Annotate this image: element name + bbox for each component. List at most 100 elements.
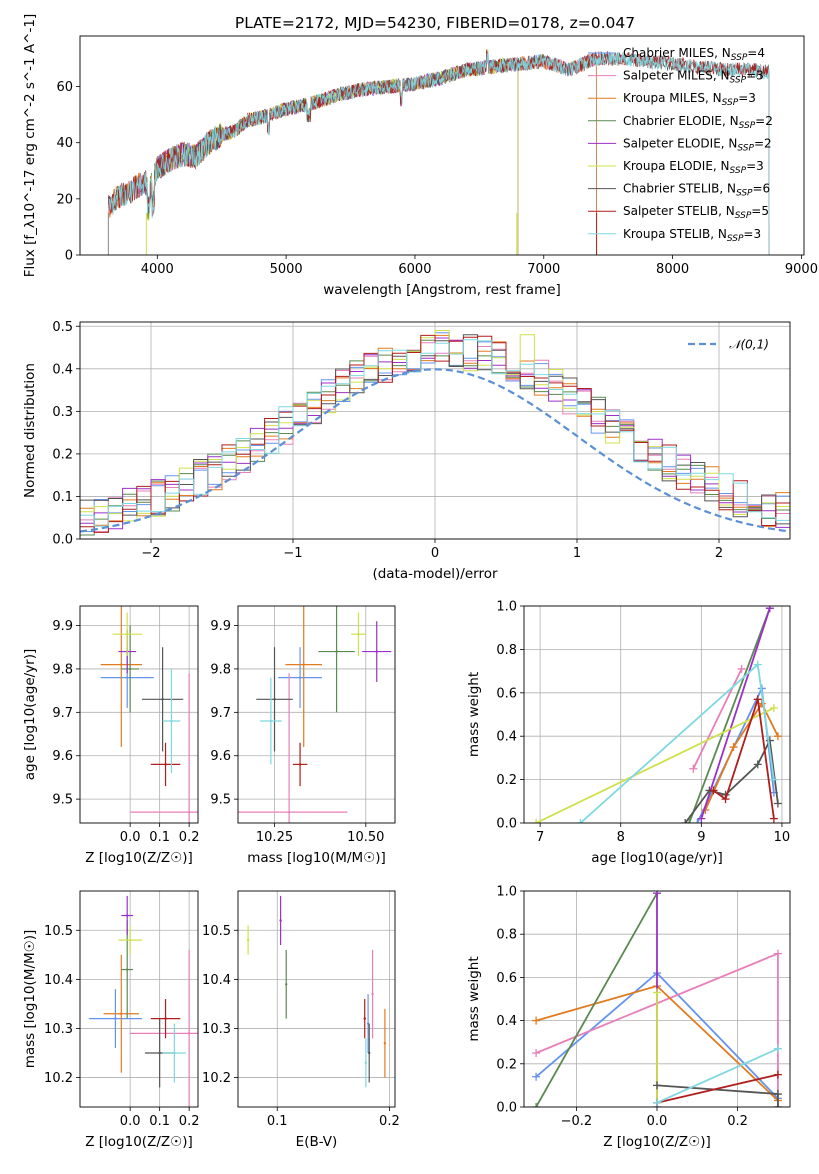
weight-marker xyxy=(576,819,585,823)
x-tick-label: 10.50 xyxy=(347,830,384,845)
data-point xyxy=(161,698,164,701)
chart-mass_vs_ebv: 0.1 0.2 10.2 10.3 10.4 10.5 E(B-V) xyxy=(202,890,400,1150)
x-tick-label: 0.1 xyxy=(267,1114,288,1129)
x-tick-label: 0.0 xyxy=(647,1114,668,1129)
weight-marker xyxy=(765,736,774,745)
weight-marker xyxy=(689,764,698,773)
histogram-step xyxy=(80,339,790,535)
y-axis-label: Flux [f_λ10^-17 erg cm^-2 s^-1 A^-1] xyxy=(22,14,38,277)
data-point xyxy=(126,968,129,971)
x-tick-label: 1 xyxy=(573,546,581,561)
x-tick-label: 6000 xyxy=(398,262,431,277)
weight-marker xyxy=(532,1103,541,1107)
weight-marker xyxy=(697,814,706,823)
weight-marker xyxy=(653,891,661,898)
y-tick-label: 10.2 xyxy=(202,1071,231,1086)
weight-marker xyxy=(653,1098,661,1107)
y-tick-label: 10.5 xyxy=(202,924,231,939)
y-tick-label: 0.8 xyxy=(496,928,517,943)
data-point xyxy=(269,719,273,723)
y-tick-label: 9.5 xyxy=(210,793,231,808)
y-tick-label: 9.8 xyxy=(52,662,73,677)
y-tick-label: 10.2 xyxy=(44,1071,73,1086)
weight-line xyxy=(535,892,658,1107)
plot-area xyxy=(88,895,198,1107)
chart-spectrum: 4000 5000 6000 7000 8000 9000 0 20 40 60 wavelengt… xyxy=(22,14,818,298)
weight-line xyxy=(704,701,779,811)
legend-entry: Chabrier MILES, NSSP=4 xyxy=(623,46,765,63)
y-axis-label: mass weight xyxy=(466,956,482,1041)
data-point xyxy=(371,992,374,996)
plot-area xyxy=(80,330,790,538)
x-tick-label: 4000 xyxy=(141,262,174,277)
weight-marker xyxy=(721,795,730,804)
x-tick-label: 0.2 xyxy=(179,1114,200,1129)
data-point xyxy=(302,663,305,666)
x-tick-label: −1 xyxy=(283,546,302,561)
axes-frame xyxy=(237,890,396,1108)
y-tick-label: 1.0 xyxy=(496,885,517,900)
x-axis-label: Z [log10(Z/Z☉)] xyxy=(85,850,193,866)
y-tick-label: 9.9 xyxy=(52,619,73,634)
weight-marker xyxy=(769,703,778,712)
y-tick-label: 0 xyxy=(65,249,73,264)
y-tick-label: 0.8 xyxy=(496,643,517,658)
y-tick-label: 10.3 xyxy=(44,1022,73,1037)
weight-marker xyxy=(753,660,762,669)
legend-entry: Salpeter MILES, NSSP=3 xyxy=(623,69,764,86)
x-axis-label: (data-model)/error xyxy=(372,566,498,582)
x-axis-label: Z [log10(Z/Z☉)] xyxy=(85,1134,193,1150)
axes-frame xyxy=(79,35,805,256)
y-tick-label: 9.7 xyxy=(52,706,73,721)
weight-marker xyxy=(681,819,690,823)
weight-marker xyxy=(532,819,541,823)
plot-area xyxy=(246,895,387,1088)
y-tick-label: 0.1 xyxy=(52,490,73,505)
data-point xyxy=(187,1032,191,1035)
weight-marker xyxy=(653,988,661,997)
y-tick-label: 9.9 xyxy=(210,619,231,634)
weight-line xyxy=(579,662,775,823)
y-tick-label: 40 xyxy=(56,136,73,151)
y-tick-label: 0.0 xyxy=(496,817,517,832)
weight-marker xyxy=(737,664,746,673)
x-tick-label: 0.1 xyxy=(149,830,170,845)
y-tick-label: 0.4 xyxy=(52,362,73,377)
y-axis-label: Normed distribution xyxy=(22,363,38,498)
plot-area xyxy=(100,606,198,823)
data-point xyxy=(357,633,360,636)
weight-marker xyxy=(773,949,782,958)
x-tick-label: 0.1 xyxy=(149,1114,170,1129)
data-point xyxy=(128,938,132,942)
weight-line xyxy=(700,607,771,819)
axes-frame xyxy=(523,890,791,1108)
legend-entry: Chabrier ELODIE, NSSP=2 xyxy=(623,114,773,131)
data-point xyxy=(375,650,378,653)
data-point xyxy=(170,719,173,723)
y-tick-label: 0.6 xyxy=(496,686,517,701)
y-tick-label: 1.0 xyxy=(496,600,517,615)
x-axis-label: E(B-V) xyxy=(296,1134,338,1150)
data-point xyxy=(383,1041,387,1045)
x-tick-label: 0.2 xyxy=(379,1114,400,1129)
data-point xyxy=(120,1012,123,1015)
y-tick-label: 0.2 xyxy=(52,447,73,462)
x-tick-label: 0.2 xyxy=(179,830,200,845)
y-tick-label: 0.3 xyxy=(52,405,73,420)
weight-marker xyxy=(653,1081,661,1090)
axes-frame xyxy=(523,605,791,824)
legend-entry: Chabrier STELIB, NSSP=6 xyxy=(623,182,770,199)
weight-marker xyxy=(753,760,762,769)
legend-entry: Kroupa ELODIE, NSSP=3 xyxy=(623,159,764,176)
data-point xyxy=(164,1017,167,1020)
plot-area xyxy=(532,891,782,1107)
weight-line xyxy=(684,737,779,823)
weight-marker xyxy=(773,1103,782,1107)
legend-entry: Salpeter STELIB, NSSP=5 xyxy=(623,204,769,221)
y-tick-label: 0.2 xyxy=(496,773,517,788)
plot-area xyxy=(238,606,392,823)
data-point xyxy=(273,698,276,701)
y-tick-label: 60 xyxy=(56,80,73,95)
y-tick-label: 0.4 xyxy=(496,730,517,745)
weight-line xyxy=(656,1047,779,1104)
